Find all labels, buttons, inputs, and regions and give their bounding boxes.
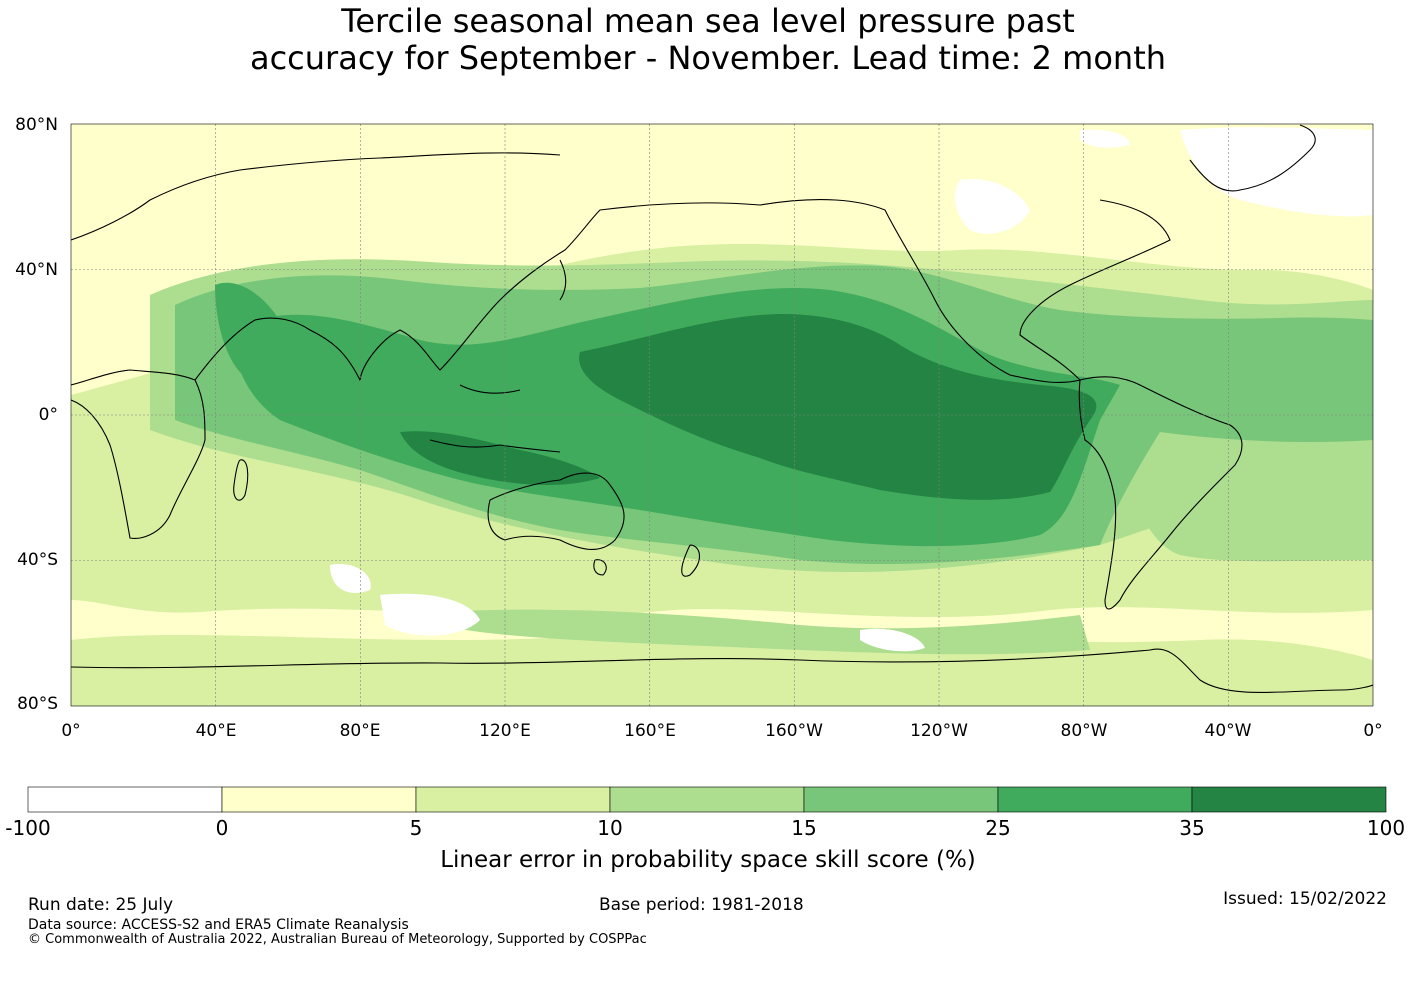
lon-label-120w: 120°W <box>910 721 968 741</box>
colorbar-title: Linear error in probability space skill … <box>440 847 976 873</box>
lon-label-80w: 80°W <box>1060 721 1108 741</box>
map-gridlines <box>71 124 1373 706</box>
lon-label-40w: 40°W <box>1204 721 1252 741</box>
colorbar-tick-label: 5 <box>409 816 423 840</box>
colorbar-tick-label: 25 <box>985 816 1011 840</box>
colorbar-swatch <box>997 786 1193 813</box>
colorbar-swatch <box>221 786 417 813</box>
colorbar-tick-label: 100 <box>1366 816 1406 840</box>
lat-label-40n: 40°N <box>15 260 58 280</box>
run-date: Run date: 25 July <box>28 895 174 915</box>
colorbar-tick-label: 10 <box>597 816 623 840</box>
colorbar <box>27 786 1387 813</box>
colorbar-tick-label: -100 <box>5 816 51 840</box>
lon-label-120e: 120°E <box>479 721 531 741</box>
data-source: Data source: ACCESS-S2 and ERA5 Climate … <box>28 917 409 933</box>
colorbar-swatch <box>1191 786 1387 813</box>
lon-label-40e: 40°E <box>195 721 237 741</box>
lon-label-160w: 160°W <box>765 721 823 741</box>
map-field <box>71 124 1373 706</box>
colorbar-tick-label: 15 <box>791 816 817 840</box>
chart-title-line-1: Tercile seasonal mean sea level pressure… <box>341 2 1075 40</box>
copyright-notice: © Commonwealth of Australia 2022, Austra… <box>28 932 647 947</box>
coastlines <box>71 124 1373 694</box>
lon-label-160e: 160°E <box>624 721 676 741</box>
lon-label-80e: 80°E <box>339 721 381 741</box>
lon-label-0-west: 0° <box>61 721 81 741</box>
lat-label-80n: 80°N <box>15 115 58 135</box>
colorbar-swatch <box>609 786 805 813</box>
colorbar-swatch <box>415 786 611 813</box>
base-period: Base period: 1981-2018 <box>599 895 804 915</box>
colorbar-tick-label: 0 <box>215 816 229 840</box>
lat-label-80s: 80°S <box>17 694 58 714</box>
map-frame <box>70 123 1374 707</box>
issued-date: Issued: 15/02/2022 <box>1223 889 1387 909</box>
colorbar-swatch <box>27 786 223 813</box>
lat-label-0: 0° <box>38 405 58 425</box>
chart-title-line-2: accuracy for September - November. Lead … <box>249 39 1167 77</box>
colorbar-tick-label: 35 <box>1179 816 1205 840</box>
colorbar-swatch <box>803 786 999 813</box>
lon-label-0-east: 0° <box>1363 721 1383 741</box>
lat-label-40s: 40°S <box>17 550 58 570</box>
